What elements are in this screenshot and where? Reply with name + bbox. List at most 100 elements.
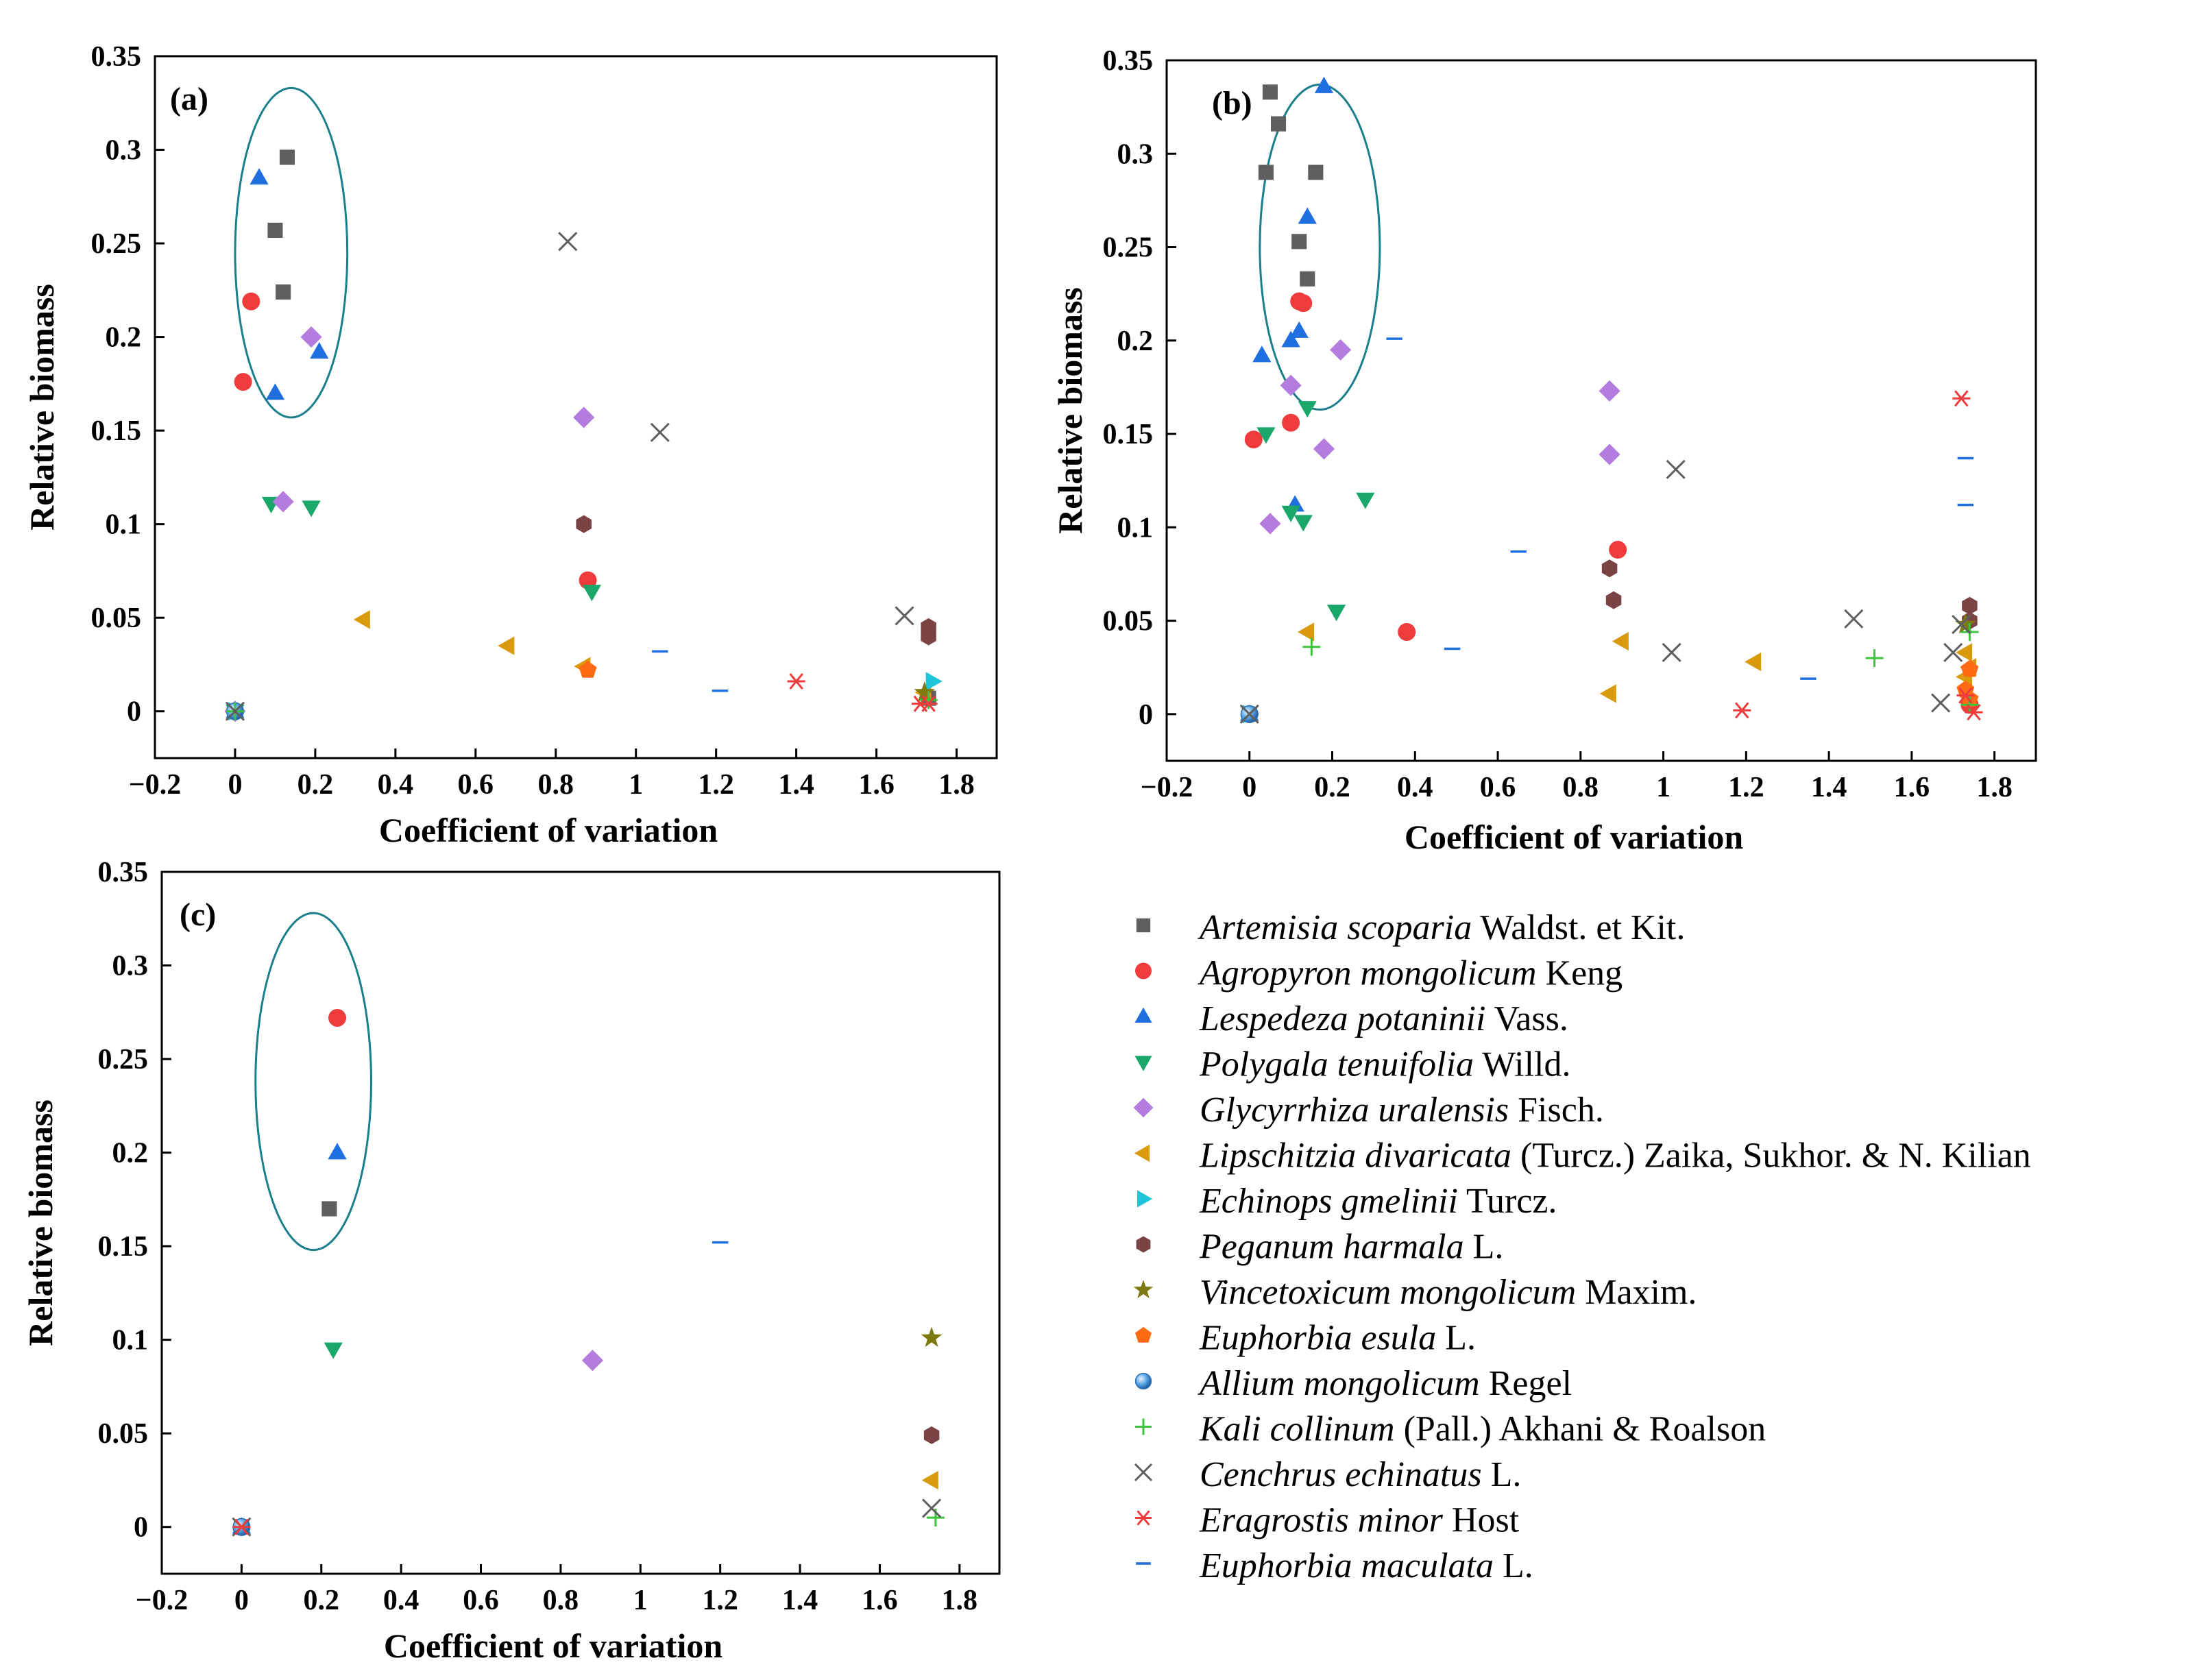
data-point <box>328 1008 347 1027</box>
legend: Artemisia scoparia Waldst. et Kit. Agropy… <box>1133 908 2031 1585</box>
data-point <box>1962 596 1978 615</box>
data-point <box>1239 704 1259 724</box>
legend-entry: Peganum harmala L. <box>1199 1228 1503 1267</box>
data-point <box>1609 541 1627 559</box>
data-point <box>1356 492 1375 509</box>
data-point <box>579 661 597 678</box>
data-point <box>1293 515 1313 532</box>
panel-label: (a) <box>170 81 208 117</box>
legend-entry: Allium mongolicum Regel <box>1198 1364 1572 1403</box>
legend-entry: Lipschitzia divaricata (Turcz.) Zaika, S… <box>1199 1136 2031 1176</box>
highlight-ellipse <box>1259 83 1381 411</box>
x-tick-label: 0.8 <box>538 769 574 801</box>
data-point <box>582 585 602 602</box>
y-tick-label: 0.3 <box>112 951 149 982</box>
x-tick-label: −0.2 <box>1141 772 1193 803</box>
data-point <box>1252 345 1272 363</box>
x-tick-label: 1.2 <box>698 769 734 801</box>
panel-a: −0.2 0 0.2 0.4 0.6 0.8 1 1.2 1.4 1.6 1.8 0 0.05 0.1 0.… <box>23 41 998 849</box>
x-tick-label: 1.6 <box>862 1585 898 1616</box>
data-point <box>1865 649 1884 668</box>
data-point <box>573 406 595 428</box>
y-tick-label: 0.1 <box>112 1325 149 1356</box>
data-point <box>1289 321 1309 338</box>
data-point <box>1313 438 1335 460</box>
data-point <box>234 373 252 391</box>
data-point <box>324 1342 343 1359</box>
y-tick-label: 0 <box>127 696 141 728</box>
data-point <box>1280 374 1302 396</box>
data-point <box>1599 443 1620 465</box>
data-point <box>353 610 370 629</box>
data-point <box>1666 459 1686 479</box>
y-tick-label: 0.3 <box>106 135 142 167</box>
x-tick-label: 1.2 <box>1728 772 1764 803</box>
x-tick-label: 0 <box>1242 772 1256 803</box>
data-point <box>328 1143 347 1160</box>
data-point <box>1952 614 1971 635</box>
legend-marker <box>1137 1190 1153 1208</box>
y-tick-label: 0.3 <box>1117 138 1154 170</box>
y-axis-title: Relative biomass <box>21 1099 60 1346</box>
y-tick-label: 0.25 <box>1103 232 1154 264</box>
y-tick-label: 0.2 <box>106 322 142 354</box>
data-point <box>922 1498 942 1518</box>
data-point <box>576 515 592 533</box>
data-point <box>923 1426 940 1444</box>
legend-marker <box>1134 1372 1152 1390</box>
data-point <box>1662 642 1681 662</box>
legend-entry: Glycyrrhiza uralensis Fisch. <box>1200 1091 1604 1130</box>
data-point <box>242 292 260 311</box>
x-tick-label: 1 <box>629 769 643 801</box>
legend-entry: Lespedeza potaninii Vass. <box>1199 999 1568 1038</box>
legend-entry: Artemisia scoparia Waldst. et Kit. <box>1198 908 1685 947</box>
highlight-ellipse <box>254 912 372 1252</box>
legend-entry: Euphorbia esula L. <box>1199 1319 1476 1358</box>
data-point <box>272 491 294 513</box>
data-point <box>1943 642 1963 662</box>
x-axis-title: Coefficient of variation <box>379 811 718 849</box>
panel-c: −0.2 0 0.2 0.4 0.6 0.8 1 1.2 1.4 1.6 1.8 0 0.05 0.1 0.… <box>21 857 1001 1665</box>
x-tick-label: −0.2 <box>136 1585 188 1616</box>
x-tick-label: 0 <box>234 1585 249 1616</box>
y-tick-label: 0.1 <box>106 509 142 541</box>
data-point <box>1282 413 1300 432</box>
data-point <box>1300 271 1315 287</box>
plot-frame <box>1165 59 2037 762</box>
x-tick-label: 0 <box>228 769 242 801</box>
data-point <box>1302 637 1321 656</box>
legend-marker <box>1135 962 1152 979</box>
data-point <box>650 422 670 442</box>
y-tick-label: 0.25 <box>98 1044 149 1075</box>
x-tick-label: −0.2 <box>129 769 181 801</box>
data-point <box>300 326 322 348</box>
x-tick-label: 0.4 <box>378 769 414 801</box>
x-tick-label: 0.6 <box>458 769 494 801</box>
y-axis-title: Relative biomass <box>1051 287 1089 534</box>
legend-marker <box>1135 1418 1152 1435</box>
data-point <box>225 701 245 721</box>
data-point <box>279 149 295 165</box>
data-point <box>787 673 805 690</box>
data-point <box>1844 609 1864 629</box>
legend-entry: Cenchrus echinatus L. <box>1200 1455 1521 1494</box>
legend-entry: Echinops gmelinii Turcz. <box>1199 1182 1557 1221</box>
legend-marker <box>1133 1097 1154 1118</box>
y-tick-label: 0.2 <box>1117 326 1154 357</box>
y-tick-label: 0.05 <box>98 1418 149 1450</box>
x-tick-label: 0.8 <box>1563 772 1599 803</box>
x-tick-label: 1 <box>1656 772 1670 803</box>
data-point <box>914 681 936 702</box>
data-point <box>558 232 578 252</box>
data-point <box>1281 505 1300 522</box>
legend-marker <box>1133 1280 1154 1299</box>
legend-marker <box>1135 1510 1152 1526</box>
data-point <box>1291 234 1307 249</box>
legend-marker <box>1134 1144 1150 1162</box>
data-point <box>276 284 291 300</box>
x-tick-label: 1.4 <box>782 1585 818 1616</box>
data-point <box>1244 430 1263 449</box>
x-tick-label: 0.2 <box>304 1585 340 1616</box>
data-point <box>1259 513 1281 535</box>
